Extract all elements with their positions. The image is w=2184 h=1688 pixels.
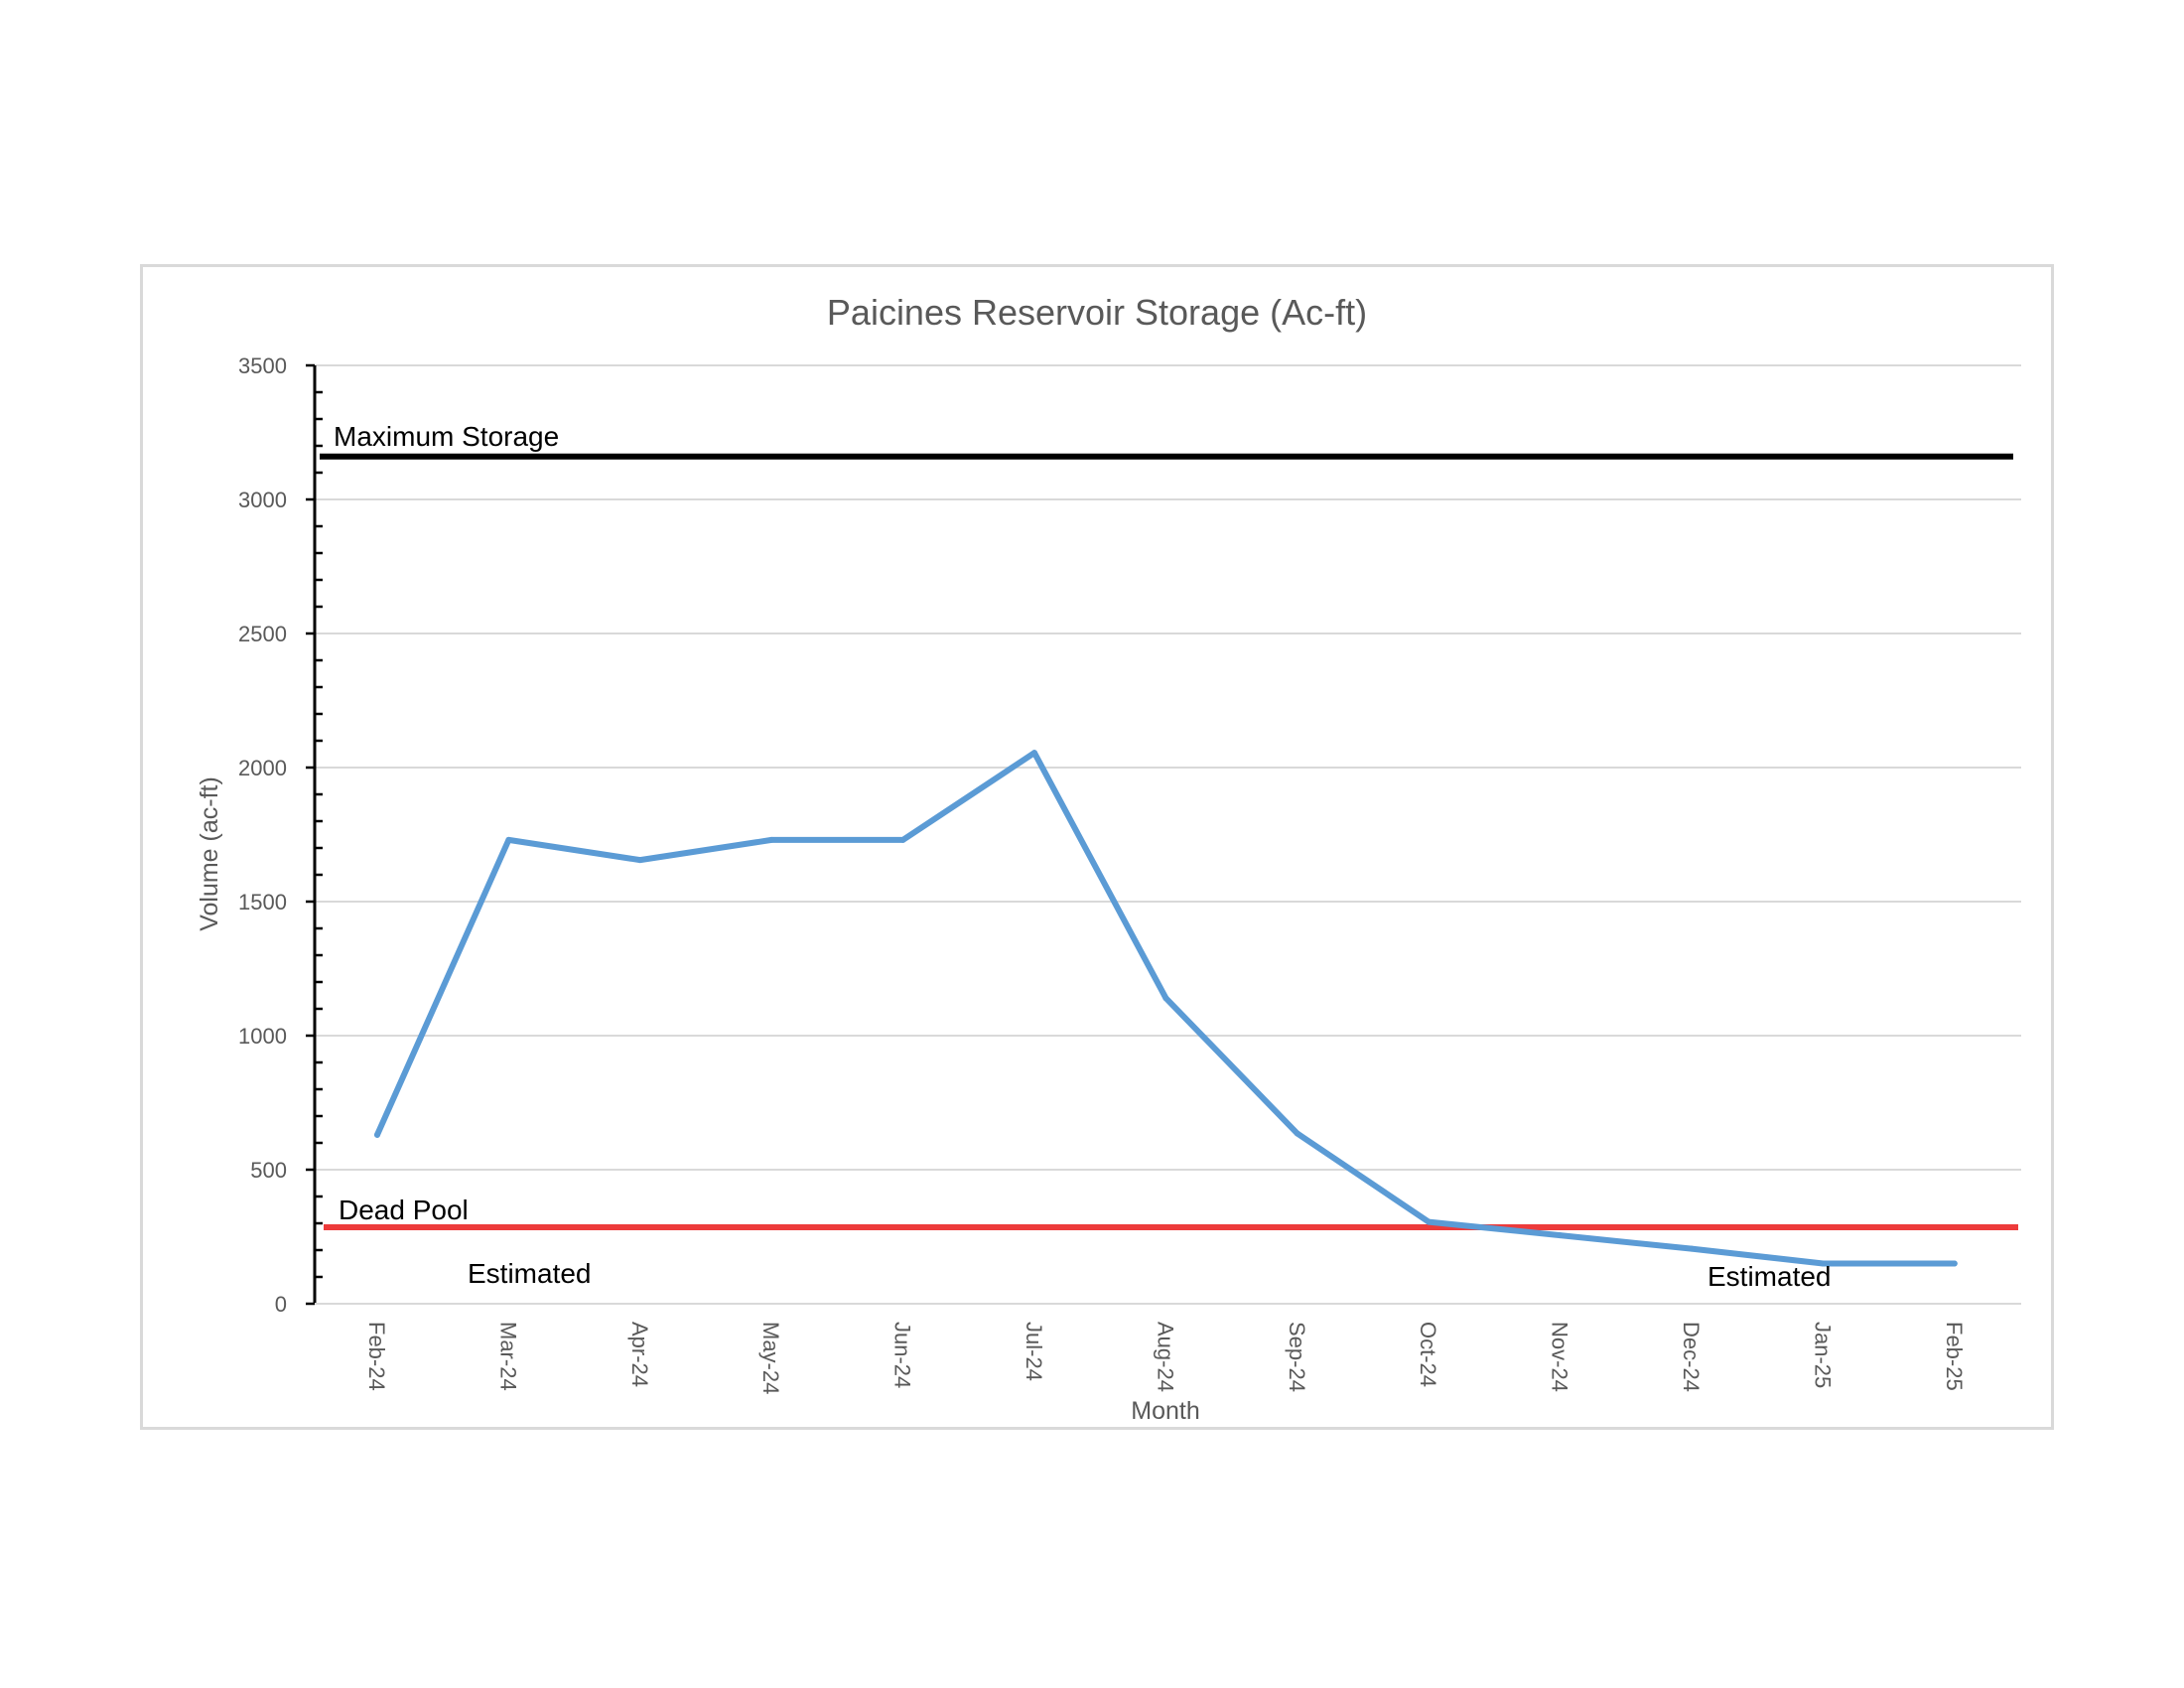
- data-point: [505, 836, 512, 843]
- x-axis-title: Month: [1131, 1397, 1199, 1425]
- storage-series-line: [374, 750, 1958, 1267]
- y-tick-label: 0: [275, 1292, 287, 1317]
- x-tick-labels: Feb-24 Mar-24 Apr-24 May-24 Jun-24 Jul-24 Aug-…: [364, 1322, 1967, 1394]
- data-point: [1031, 750, 1037, 757]
- gridlines: [315, 364, 2021, 1305]
- x-tick-label: Feb-25: [1942, 1322, 1967, 1391]
- series-layer: [374, 750, 1958, 1267]
- data-point: [1820, 1260, 1827, 1267]
- data-point: [1557, 1232, 1564, 1239]
- x-tick-label: Apr-24: [627, 1322, 652, 1387]
- axes: [306, 363, 2021, 1306]
- data-point: [1951, 1260, 1958, 1267]
- data-point: [1689, 1245, 1695, 1252]
- data-point: [1294, 1130, 1300, 1137]
- maximum-storage-label: Maximum Storage: [334, 421, 559, 452]
- y-tick-labels: 0 500 1000 1500 2000 2500 3000 3500: [238, 353, 287, 1317]
- annotations: Maximum Storage Dead Pool Estimated Estimat…: [334, 421, 1832, 1292]
- data-point: [374, 1131, 380, 1138]
- data-point: [1162, 995, 1169, 1002]
- y-axis-title: Volume (ac-ft): [196, 776, 223, 931]
- y-tick-label: 3500: [238, 353, 287, 378]
- x-tick-label: Jun-24: [890, 1322, 915, 1388]
- y-tick-label: 3000: [238, 488, 287, 512]
- x-tick-label: Feb-24: [364, 1322, 389, 1391]
- data-point: [768, 836, 775, 843]
- chart-title: Paicines Reservoir Storage (Ac-ft): [827, 292, 1367, 333]
- y-tick-label: 2500: [238, 622, 287, 646]
- data-point: [636, 857, 643, 864]
- x-tick-label: May-24: [758, 1322, 783, 1394]
- y-tick-label: 1000: [238, 1024, 287, 1049]
- x-tick-label: Nov-24: [1548, 1322, 1572, 1392]
- data-point: [899, 836, 906, 843]
- estimated-annotation: Estimated: [1707, 1261, 1832, 1292]
- x-tick-label: Mar-24: [495, 1322, 520, 1391]
- y-tick-label: 500: [250, 1158, 287, 1183]
- x-tick-label: Dec-24: [1679, 1322, 1704, 1392]
- x-tick-label: Jul-24: [1022, 1322, 1046, 1381]
- dead-pool-label: Dead Pool: [339, 1195, 469, 1225]
- x-tick-label: Jan-25: [1810, 1322, 1835, 1388]
- x-tick-label: Oct-24: [1416, 1322, 1440, 1387]
- x-tick-label: Aug-24: [1153, 1322, 1177, 1392]
- y-tick-label: 2000: [238, 756, 287, 780]
- y-tick-label: 1500: [238, 890, 287, 914]
- data-point: [1426, 1218, 1433, 1225]
- reference-lines: [320, 453, 2018, 1231]
- estimated-annotation: Estimated: [468, 1258, 592, 1289]
- x-tick-label: Sep-24: [1285, 1322, 1309, 1392]
